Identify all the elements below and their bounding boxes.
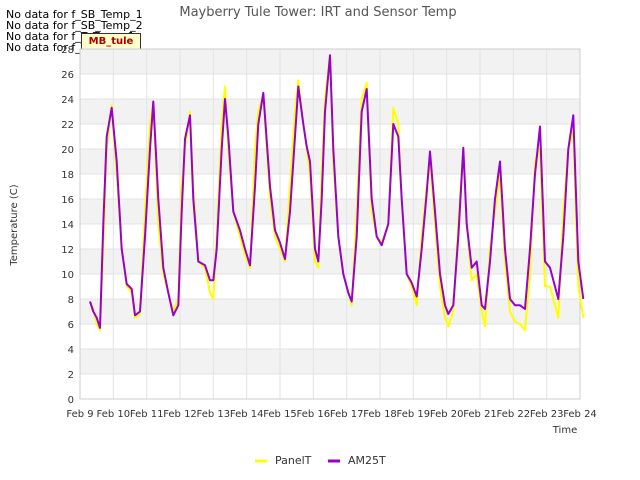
plot-band — [80, 199, 580, 224]
x-tick-label: Feb 12 — [163, 409, 197, 420]
y-tick-label: 2 — [68, 370, 74, 381]
x-axis-ticks: Feb 9 Feb 10 Feb 11 Feb 12 Feb 13 Feb 14 Feb 1… — [66, 409, 596, 420]
plot-bands — [80, 49, 580, 374]
y-axis-label: Temperature (C) — [9, 184, 20, 266]
y-tick-label: 16 — [61, 195, 74, 206]
x-tick-label: Feb 11 — [130, 409, 164, 420]
x-tick-label: Feb 19 — [397, 409, 431, 420]
plot-band — [80, 349, 580, 374]
y-tick-label: 4 — [68, 345, 74, 356]
x-tick-label: Feb 13 — [197, 409, 231, 420]
series-line-am25t — [89, 54, 585, 329]
x-tick-label: Feb 10 — [97, 409, 131, 420]
plot-band — [80, 99, 580, 124]
x-axis-label: Time — [552, 425, 577, 436]
y-tick-label: 18 — [61, 170, 74, 181]
chart-title: Mayberry Tule Tower: IRT and Sensor Temp — [179, 5, 456, 20]
y-tick-label: 8 — [68, 295, 74, 306]
y-tick-label: 20 — [61, 145, 74, 156]
y-tick-label: 0 — [68, 395, 74, 406]
no-data-note-1: No data for f_SB_Temp_1 — [6, 8, 143, 21]
plot-band — [80, 299, 580, 324]
x-tick-label: Feb 20 — [430, 409, 464, 420]
x-tick-label: Feb 17 — [330, 409, 364, 420]
x-tick-label: Feb 23 — [530, 409, 564, 420]
y-tick-label: 24 — [61, 95, 74, 106]
legend-label-am25t: AM25T — [348, 454, 386, 467]
x-tick-label: Feb 15 — [263, 409, 297, 420]
plot-frame — [79, 48, 581, 400]
y-tick-label: 10 — [61, 270, 74, 281]
x-tick-label: Feb 14 — [230, 409, 264, 420]
no-data-note-2: No data for f_SB_Temp_2 — [6, 19, 143, 32]
y-tick-label: 22 — [61, 120, 74, 131]
x-tick-label: Feb 21 — [463, 409, 497, 420]
y-tick-label: 14 — [61, 220, 74, 231]
plot-band — [80, 149, 580, 174]
x-tick-label: Feb 24 — [563, 409, 597, 420]
y-tick-label: 6 — [68, 320, 74, 331]
x-tick-label: Feb 22 — [497, 409, 531, 420]
legend-label-panelt: PanelT — [275, 454, 312, 467]
x-tick-label: Feb 16 — [297, 409, 331, 420]
x-tick-label: Feb 9 — [66, 409, 93, 420]
y-tick-label: 28 — [61, 45, 74, 56]
y-tick-label: 26 — [61, 70, 74, 81]
x-tick-label: Feb 18 — [363, 409, 397, 420]
legend: PanelT AM25T — [255, 454, 386, 467]
series-lines — [89, 54, 585, 332]
y-tick-label: 12 — [61, 245, 74, 256]
